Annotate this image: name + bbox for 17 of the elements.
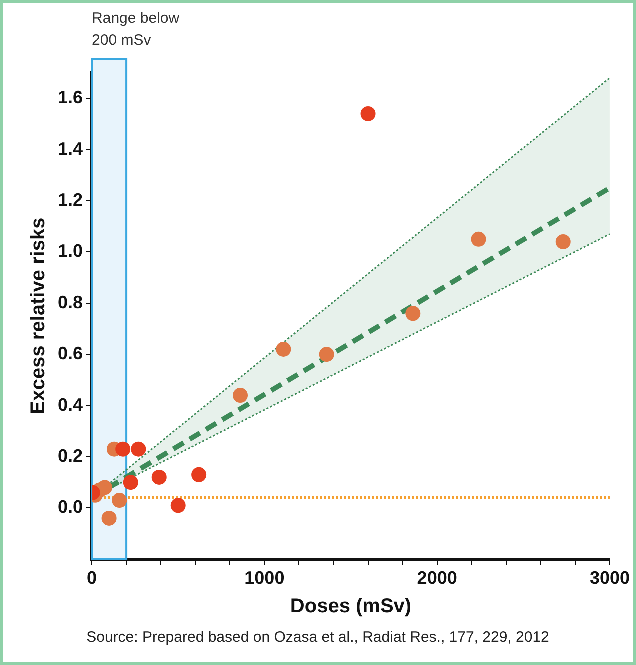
x-axis-title: Doses (mSv) <box>290 596 412 618</box>
x-tick-label: 3000 <box>590 568 630 588</box>
source-note: Source: Prepared based on Ozasa et al., Radiat Res., 177, 229, 2012 <box>86 629 550 646</box>
x-tick-label: 2000 <box>417 568 458 588</box>
y-axis-title: Excess relative risks <box>28 218 50 415</box>
y-tick-label: 0.2 <box>58 446 84 466</box>
x-tick-label: 0 <box>87 568 98 588</box>
y-tick-label: 1.2 <box>58 190 84 210</box>
x-tick-label: 1000 <box>244 568 285 588</box>
y-tick-label: 1.6 <box>58 88 84 108</box>
y-tick-label: 0.8 <box>58 292 84 312</box>
y-tick-label: 1.4 <box>58 138 84 159</box>
band-label: Range below 200 mSv <box>92 10 180 49</box>
y-tick-label: 0.4 <box>58 394 84 415</box>
y-tick-label: 0.6 <box>58 344 84 364</box>
y-tick-label: 0.0 <box>58 497 84 518</box>
y-tick-label: 1.0 <box>58 241 84 262</box>
